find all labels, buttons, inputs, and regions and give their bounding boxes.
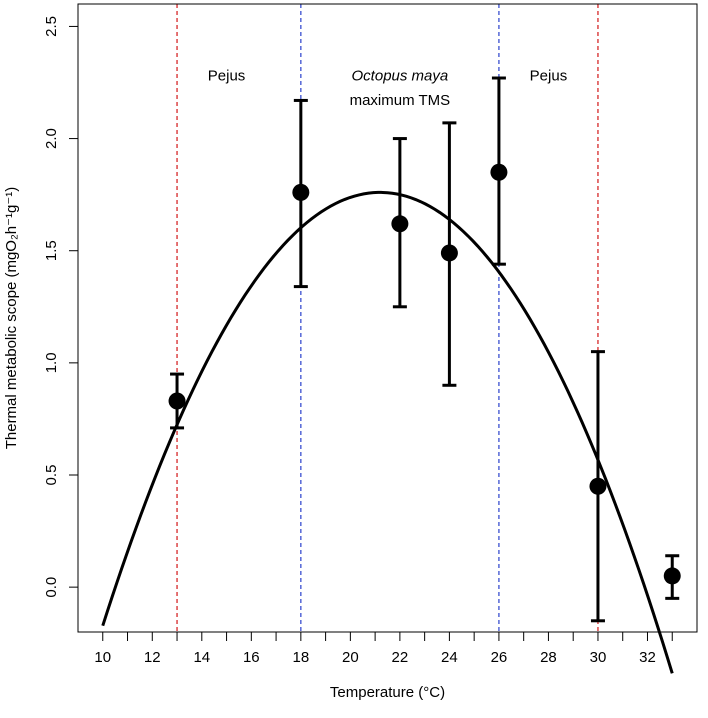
data-point-1 (292, 183, 310, 201)
x-tick-label: 20 (342, 649, 359, 666)
annotation-2: maximum TMS (350, 92, 451, 109)
y-tick-label: 0.0 (43, 577, 60, 598)
y-tick-label: 1.5 (43, 240, 60, 261)
data-point-5 (589, 477, 607, 495)
data-point-3 (440, 244, 458, 262)
x-tick-label: 26 (491, 649, 508, 666)
x-tick-label: 30 (590, 649, 607, 666)
fit-curve (101, 190, 674, 674)
x-tick-label: 28 (540, 649, 557, 666)
x-tick-label: 18 (292, 649, 309, 666)
data-point-6 (663, 567, 681, 585)
plot-frame (77, 3, 698, 633)
x-tick-label: 32 (639, 649, 656, 666)
y-tick-label: 2.5 (43, 16, 60, 37)
x-tick-label: 14 (193, 649, 210, 666)
annotations: Pejus Octopus maya maximum TMS Pejus (208, 67, 567, 109)
x-tick-label: 24 (441, 649, 458, 666)
x-axis-title: Temperature (°C) (330, 684, 445, 701)
data-point-0 (168, 392, 186, 410)
x-tick-label: 12 (144, 649, 161, 666)
fit-curve-layer (101, 190, 674, 674)
y-axis-title: Thermal metabolic scope (mgO₂h⁻¹g⁻¹) (3, 187, 20, 450)
y-tick-label: 0.5 (43, 465, 60, 486)
annotation-3: Pejus (530, 67, 568, 84)
annotation-0: Pejus (208, 67, 246, 84)
annotation-1: Octopus maya (352, 67, 449, 84)
error-bars (170, 76, 680, 623)
y-tick-label: 1.0 (43, 352, 60, 373)
y-tick-label: 2.0 (43, 128, 60, 149)
x-tick-label: 22 (392, 649, 409, 666)
data-point-2 (391, 215, 409, 233)
x-tick-label: 10 (94, 649, 111, 666)
data-point-4 (490, 163, 508, 181)
x-tick-label: 16 (243, 649, 260, 666)
data-points (168, 163, 681, 585)
axes: 10 12 14 16 18 20 22 24 26 28 30 32 0.0 0.5 1.0 1.5 2.0 2… (43, 3, 698, 666)
